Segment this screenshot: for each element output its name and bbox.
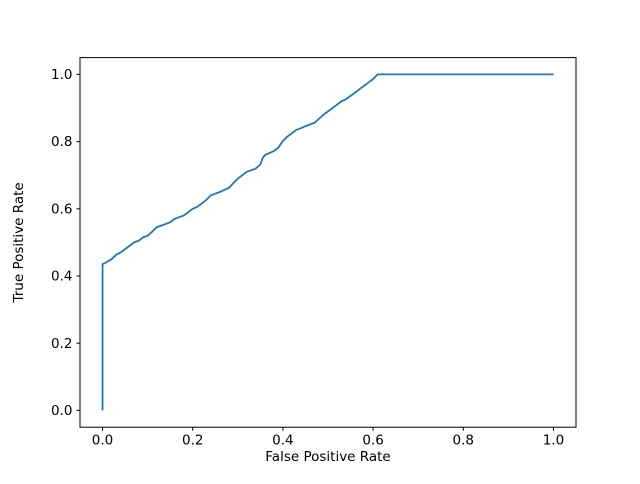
ticks-layer: 0.0 0.2 0.4 0.6 0.8 1.0 0.0 0.2 0.4 0.6 0.8 1.0 xyxy=(51,67,564,448)
x-tick-label: 0.6 xyxy=(362,432,383,448)
x-tick-label: 0.0 xyxy=(92,432,113,448)
x-tick-label: 0.2 xyxy=(182,432,203,448)
plot-area xyxy=(79,57,577,428)
x-tick-label: 0.4 xyxy=(272,432,293,448)
x-tick-label: 1.0 xyxy=(543,432,564,448)
y-tick-label: 0.6 xyxy=(51,201,72,217)
series-layer xyxy=(101,73,554,411)
y-tick-label: 0.8 xyxy=(51,134,72,150)
y-tick-label: 1.0 xyxy=(51,67,72,83)
roc-curve-line xyxy=(101,73,554,411)
x-tick-label: 0.8 xyxy=(453,432,474,448)
y-tick-label: 0.0 xyxy=(51,403,72,419)
y-axis-label: True Positive Rate xyxy=(11,182,27,303)
x-axis-label: False Positive Rate xyxy=(265,449,390,465)
y-tick-label: 0.2 xyxy=(51,336,72,352)
y-tick-label: 0.4 xyxy=(51,269,72,285)
